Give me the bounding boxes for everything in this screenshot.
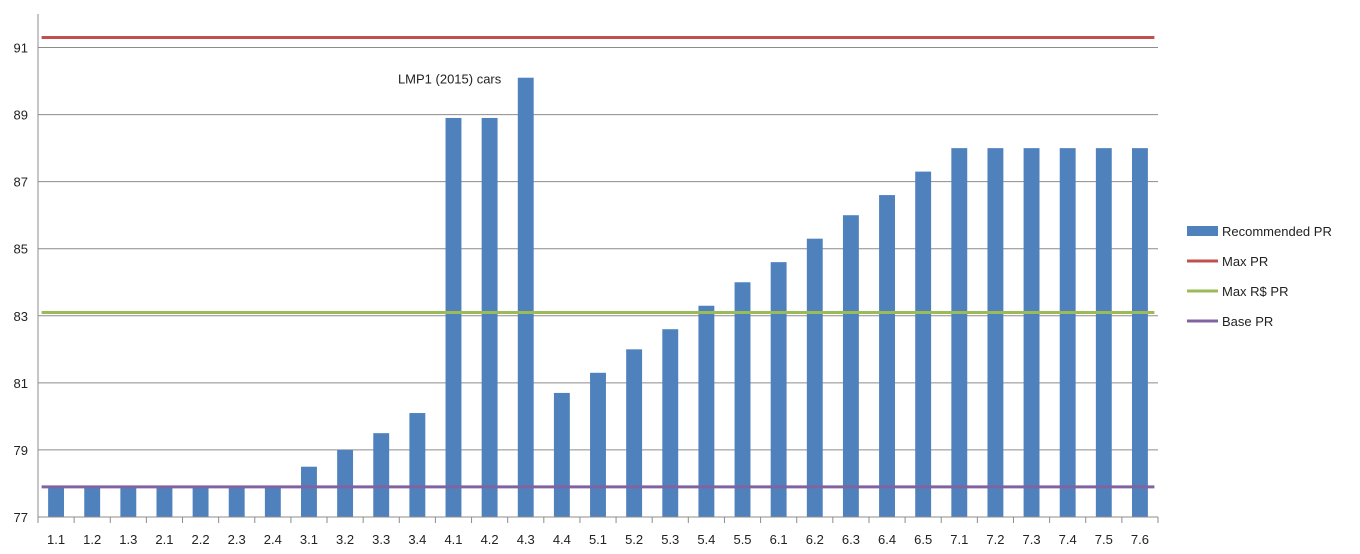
legend: Recommended PR Max PR Max R$ PR Base PR <box>1187 224 1332 329</box>
x-tick-label: 1.3 <box>119 532 137 547</box>
x-tick-label: 5.1 <box>589 532 607 547</box>
annotation-label: LMP1 (2015) cars <box>398 72 502 87</box>
bar <box>951 148 968 517</box>
bar <box>553 392 570 517</box>
bar <box>301 466 317 517</box>
x-tick-label: 3.1 <box>300 532 318 547</box>
legend-label: Recommended PR <box>1222 224 1332 239</box>
bar <box>1095 148 1112 517</box>
bars <box>48 77 1148 518</box>
bar <box>1059 148 1076 517</box>
bar <box>734 282 751 517</box>
x-tick-label: 4.1 <box>444 532 462 547</box>
x-tick-label: 2.3 <box>228 532 246 547</box>
y-tick-label: 77 <box>14 510 28 525</box>
x-tick-label: 4.2 <box>481 532 499 547</box>
y-tick-label: 83 <box>14 309 28 324</box>
bar <box>445 117 462 517</box>
reference-lines <box>41 35 1155 489</box>
y-tick-label: 81 <box>14 376 28 391</box>
bar <box>84 486 101 517</box>
x-tick-labels: 1.1 1.2 1.3 2.1 2.2 2.3 2.4 3.1 3.2 3.3 3.4 4.1 4.2 4… <box>47 532 1149 547</box>
bar <box>1131 148 1148 517</box>
x-tick-label: 7.3 <box>1023 532 1041 547</box>
bar <box>770 262 787 517</box>
bar <box>626 349 643 517</box>
bar <box>879 195 895 517</box>
bar <box>228 486 245 517</box>
x-tick-label: 2.1 <box>155 532 173 547</box>
y-tick-label: 89 <box>14 108 28 123</box>
x-tick-label: 7.5 <box>1095 532 1113 547</box>
x-tick-label: 5.5 <box>733 532 751 547</box>
x-tick-label: 7.4 <box>1059 532 1077 547</box>
x-tick-label: 4.4 <box>553 532 571 547</box>
bar <box>409 413 426 517</box>
x-tick-label: 7.1 <box>950 532 968 547</box>
bar <box>48 486 65 517</box>
x-tick-label: 1.2 <box>83 532 101 547</box>
bar <box>987 148 1004 517</box>
bar <box>373 433 390 517</box>
x-tick-label: 7.2 <box>986 532 1004 547</box>
x-tick-label: 5.4 <box>697 532 715 547</box>
bar <box>264 486 281 517</box>
bar <box>842 215 859 517</box>
legend-label: Max PR <box>1222 254 1268 269</box>
y-tick-label: 91 <box>14 41 28 56</box>
x-tick-label: 6.5 <box>914 532 932 547</box>
x-tick-label: 4.3 <box>517 532 535 547</box>
bar <box>517 77 534 518</box>
bar <box>1023 148 1040 517</box>
y-tick-label: 85 <box>14 242 28 257</box>
x-tick-label: 2.2 <box>192 532 210 547</box>
axes <box>37 14 1159 523</box>
bar <box>698 305 715 517</box>
legend-swatch <box>1187 226 1218 236</box>
legend-label: Max R$ PR <box>1222 284 1288 299</box>
x-tick-label: 3.4 <box>408 532 426 547</box>
x-tick-label: 3.3 <box>372 532 390 547</box>
y-tick-labels: 77 79 81 83 85 87 89 91 <box>14 41 28 525</box>
x-tick-label: 6.3 <box>842 532 860 547</box>
x-tick-label: 6.2 <box>806 532 824 547</box>
x-tick-label: 5.3 <box>661 532 679 547</box>
x-tick-label: 5.2 <box>625 532 643 547</box>
y-tick-label: 79 <box>14 443 28 458</box>
y-tick-label: 87 <box>14 175 28 190</box>
bar <box>915 171 932 517</box>
bar <box>120 486 137 517</box>
x-tick-label: 6.1 <box>770 532 788 547</box>
bar <box>192 486 209 517</box>
x-tick-label: 7.6 <box>1131 532 1149 547</box>
x-tick-label: 2.4 <box>264 532 282 547</box>
legend-label: Base PR <box>1222 314 1273 329</box>
gridlines <box>38 47 1158 451</box>
x-tick-label: 3.2 <box>336 532 354 547</box>
bar <box>806 238 823 517</box>
bar <box>662 329 679 517</box>
x-tick-label: 6.4 <box>878 532 896 547</box>
bar <box>481 117 498 517</box>
bar <box>337 449 354 517</box>
x-tick-label: 1.1 <box>47 532 65 547</box>
bar <box>156 486 173 517</box>
bar <box>590 372 606 517</box>
